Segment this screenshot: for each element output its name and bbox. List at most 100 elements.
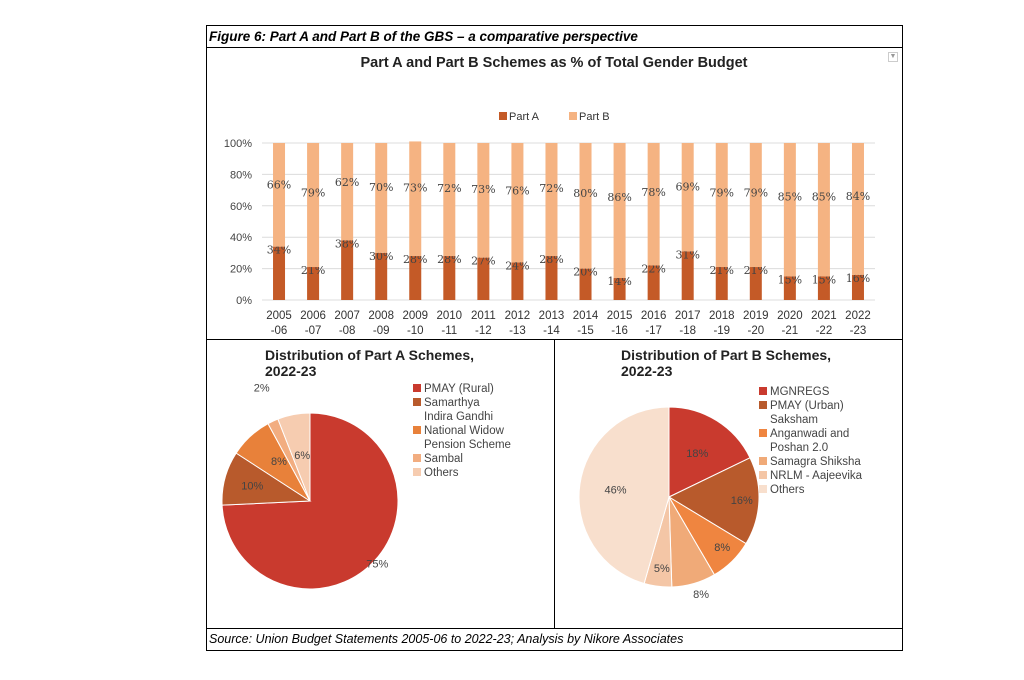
bar-segment-part-b bbox=[375, 143, 388, 253]
pie-data-label: 75% bbox=[366, 559, 388, 571]
legend-swatch-1 bbox=[569, 112, 577, 120]
legend-label: PMAY (Rural) bbox=[424, 383, 494, 395]
x-tick-label: -21 bbox=[782, 325, 799, 337]
data-label: 28% bbox=[539, 253, 563, 266]
y-tick-label: 60% bbox=[230, 201, 252, 213]
data-label: 80% bbox=[573, 187, 597, 200]
figure-title: Figure 6: Part A and Part B of the GBS –… bbox=[207, 26, 902, 48]
x-tick-label: -10 bbox=[407, 325, 424, 337]
bar-segment-part-a bbox=[409, 256, 422, 300]
x-tick-label: -22 bbox=[816, 325, 833, 337]
legend-label: Samagra Shiksha bbox=[770, 456, 861, 468]
data-label: 16% bbox=[846, 272, 870, 285]
x-tick-label: -15 bbox=[577, 325, 594, 337]
data-label: 72% bbox=[539, 182, 563, 195]
x-tick-label: -08 bbox=[339, 325, 356, 337]
x-tick-label: 2022 bbox=[845, 310, 871, 322]
bar-segment-part-a bbox=[545, 256, 558, 300]
data-label: 27% bbox=[471, 255, 495, 268]
legend-label: Sambal bbox=[424, 453, 463, 465]
pie-slice bbox=[668, 406, 751, 498]
bar-segment-part-b bbox=[817, 143, 830, 277]
chevron-down-icon[interactable]: ▼ bbox=[888, 52, 898, 62]
bar-segment-part-a bbox=[647, 265, 660, 300]
pie-data-label: 18% bbox=[686, 448, 708, 460]
data-label: 31% bbox=[675, 248, 699, 261]
part-b-pie-panel: Distribution of Part B Schemes, 2022-23 18… bbox=[555, 340, 902, 628]
y-tick-label: 20% bbox=[230, 264, 252, 276]
bar-segment-part-b bbox=[443, 143, 456, 257]
data-label: 69% bbox=[675, 180, 699, 193]
data-label: 34% bbox=[267, 244, 291, 257]
bar-segment-part-a bbox=[715, 267, 728, 300]
bar-segment-part-b bbox=[477, 143, 490, 258]
pie-title-line: Distribution of Part A Schemes, bbox=[265, 347, 474, 363]
stacked-bar-panel: ▼ Part A and Part B Schemes as % of Tota… bbox=[207, 48, 902, 340]
y-tick-label: 40% bbox=[230, 232, 252, 244]
bar-segment-part-a bbox=[579, 268, 592, 300]
data-label: 73% bbox=[403, 181, 427, 194]
data-label: 70% bbox=[369, 181, 393, 194]
data-label: 20% bbox=[573, 266, 597, 279]
legend-label: Indira Gandhi bbox=[424, 411, 493, 423]
data-label: 73% bbox=[471, 183, 495, 196]
data-label: 78% bbox=[641, 186, 665, 199]
bar-segment-part-a bbox=[749, 267, 762, 300]
bar-segment-part-b bbox=[783, 143, 796, 277]
bar-segment-part-b bbox=[545, 143, 558, 257]
pie-data-label: 16% bbox=[731, 495, 753, 507]
legend-swatch bbox=[413, 384, 421, 392]
chart-title: Part A and Part B Schemes as % of Total … bbox=[360, 55, 747, 71]
bar-segment-part-b bbox=[341, 143, 354, 241]
legend-label: Pension Scheme bbox=[424, 439, 511, 451]
x-tick-label: -06 bbox=[271, 325, 288, 337]
data-label: 15% bbox=[812, 273, 836, 286]
legend-label: National Widow bbox=[424, 425, 505, 437]
legend-swatch bbox=[759, 471, 767, 479]
data-label: 62% bbox=[335, 176, 359, 189]
bar-segment-part-a bbox=[375, 252, 388, 300]
bar-segment-part-a bbox=[477, 257, 490, 300]
data-label: 38% bbox=[335, 237, 359, 250]
bar-segment-part-a bbox=[681, 251, 694, 300]
x-tick-label: 2014 bbox=[573, 310, 599, 322]
figure-frame: Figure 6: Part A and Part B of the GBS –… bbox=[206, 25, 903, 651]
x-tick-label: -13 bbox=[509, 325, 526, 337]
x-tick-label: 2019 bbox=[743, 310, 769, 322]
part-b-pie-chart: Distribution of Part B Schemes,2022-23 18… bbox=[578, 347, 863, 601]
pie-data-label: 5% bbox=[654, 563, 670, 575]
data-label: 21% bbox=[710, 264, 734, 277]
bar-segment-part-a bbox=[443, 256, 456, 300]
legend-swatch bbox=[413, 426, 421, 434]
legend-label: Poshan 2.0 bbox=[770, 442, 828, 454]
x-tick-label: 2009 bbox=[402, 310, 428, 322]
pie-data-label: 46% bbox=[605, 484, 627, 496]
data-label: 79% bbox=[301, 187, 325, 200]
pie-slice bbox=[667, 457, 760, 545]
pie-data-label: 6% bbox=[294, 450, 310, 462]
x-tick-label: -17 bbox=[645, 325, 662, 337]
data-label: 30% bbox=[369, 250, 393, 263]
x-tick-label: 2008 bbox=[368, 310, 394, 322]
source-note: Source: Union Budget Statements 2005-06 … bbox=[207, 628, 902, 650]
x-tick-label: 2006 bbox=[300, 310, 326, 322]
y-tick-label: 0% bbox=[236, 295, 252, 307]
bar-segment-part-b bbox=[409, 141, 422, 257]
bar-segment-part-b bbox=[273, 143, 286, 247]
data-label: 21% bbox=[744, 264, 768, 277]
pie-data-label: 10% bbox=[241, 480, 263, 492]
legend-label: PMAY (Urban) bbox=[770, 400, 844, 412]
x-tick-label: 2021 bbox=[811, 310, 837, 322]
part-a-pie-chart: Distribution of Part A Schemes,2022-23 75… bbox=[221, 347, 511, 590]
data-label: 15% bbox=[778, 273, 802, 286]
data-label: 66% bbox=[267, 178, 291, 191]
pie-slice bbox=[578, 406, 670, 585]
x-tick-label: 2018 bbox=[709, 310, 735, 322]
bar-segment-part-a bbox=[511, 262, 524, 300]
x-tick-label: -09 bbox=[373, 325, 390, 337]
x-tick-label: -11 bbox=[441, 325, 457, 337]
data-label: 84% bbox=[846, 190, 870, 203]
pie-title-line: Distribution of Part B Schemes, bbox=[621, 347, 831, 363]
legend-label: Others bbox=[424, 467, 459, 479]
pie-data-label: 8% bbox=[693, 589, 709, 601]
